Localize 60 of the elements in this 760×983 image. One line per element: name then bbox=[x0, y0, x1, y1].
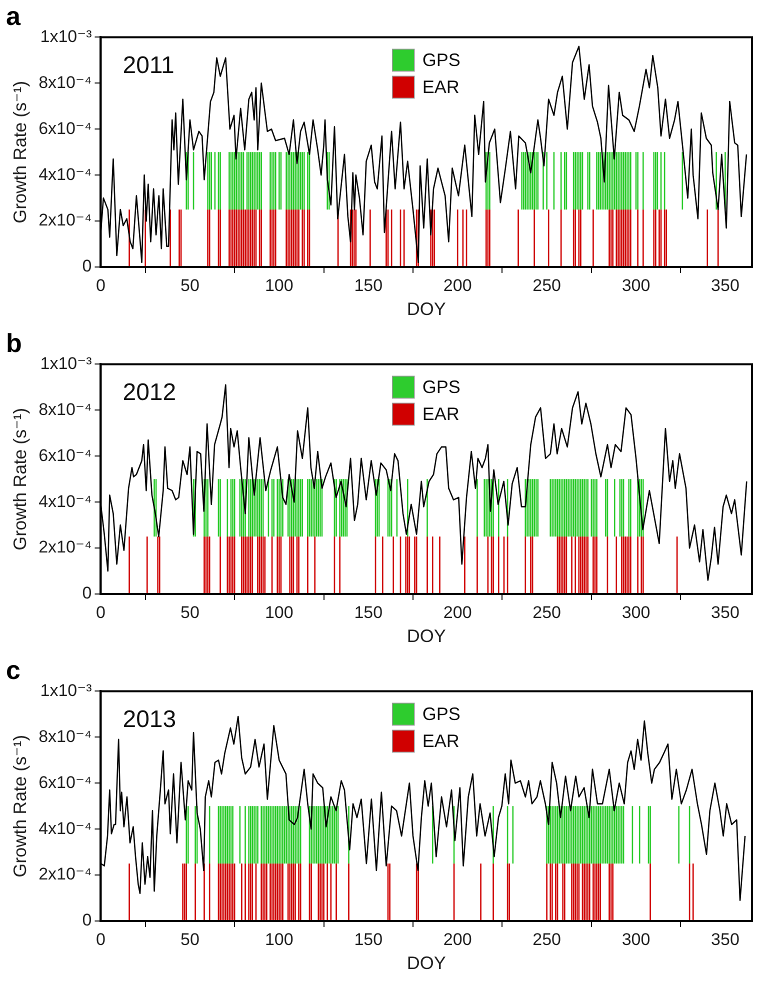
legend-label: GPS bbox=[422, 704, 460, 724]
x-tick-label: 350 bbox=[711, 930, 740, 949]
y-tick-label: 4x10⁻⁴ bbox=[38, 164, 92, 184]
x-tick-label: 300 bbox=[622, 276, 650, 295]
x-tick-label: 300 bbox=[622, 602, 650, 622]
x-tick-label: 250 bbox=[532, 276, 561, 295]
y-tick-label: 4x10⁻⁴ bbox=[38, 492, 92, 511]
x-tick-label: 350 bbox=[711, 602, 740, 622]
annotation: 2013 bbox=[122, 706, 176, 734]
x-tick-label: 250 bbox=[532, 602, 561, 622]
x-tick-label: 200 bbox=[443, 276, 472, 295]
legend-label: GPS bbox=[422, 50, 460, 70]
x-tick-label: 0 bbox=[96, 276, 106, 295]
x-tick-label: 350 bbox=[711, 276, 740, 295]
x-tick-label: 50 bbox=[180, 276, 200, 295]
y-axis-title: Growth Rate (s⁻¹) bbox=[10, 408, 30, 550]
x-tick-label: 250 bbox=[532, 930, 561, 949]
annotation: 2012 bbox=[122, 379, 176, 406]
x-tick-label: 200 bbox=[443, 602, 472, 622]
x-tick-label: 50 bbox=[180, 602, 200, 622]
x-tick-label: 200 bbox=[443, 930, 472, 949]
y-tick-label: 1x10⁻³ bbox=[40, 680, 92, 700]
y-axis-title: Growth Rate (s⁻¹) bbox=[10, 734, 30, 878]
y-tick-label: 8x10⁻⁴ bbox=[38, 400, 92, 419]
chart-title: c bbox=[6, 654, 20, 685]
x-axis-title: DOY bbox=[406, 626, 446, 646]
y-tick-label: 0 bbox=[82, 256, 92, 276]
y-tick-label: 2x10⁻⁴ bbox=[38, 538, 92, 557]
y-tick-label: 8x10⁻⁴ bbox=[38, 72, 92, 92]
legend-label: EAR bbox=[422, 404, 460, 424]
y-tick-label: 8x10⁻⁴ bbox=[38, 726, 92, 746]
x-tick-label: 100 bbox=[264, 930, 294, 949]
chart-title: b bbox=[6, 328, 22, 358]
x-tick-label: 100 bbox=[264, 602, 294, 622]
x-tick-label: 100 bbox=[264, 276, 294, 295]
annotation: 2011 bbox=[122, 52, 174, 80]
legend-label: GPS bbox=[422, 377, 460, 398]
chart-title: a bbox=[6, 0, 21, 31]
x-tick-label: 150 bbox=[354, 930, 383, 949]
y-tick-label: 2x10⁻⁴ bbox=[38, 210, 92, 230]
x-axis-title: DOY bbox=[406, 299, 446, 320]
y-tick-label: 1x10⁻³ bbox=[40, 26, 92, 46]
x-tick-label: 0 bbox=[96, 930, 106, 949]
y-tick-label: 6x10⁻⁴ bbox=[38, 446, 92, 465]
x-tick-label: 0 bbox=[96, 602, 106, 622]
y-tick-label: 6x10⁻⁴ bbox=[38, 118, 92, 138]
y-tick-label: 2x10⁻⁴ bbox=[38, 864, 92, 884]
y-tick-label: 1x10⁻³ bbox=[40, 354, 92, 373]
y-tick-label: 6x10⁻⁴ bbox=[38, 772, 92, 792]
y-tick-label: 4x10⁻⁴ bbox=[38, 818, 92, 838]
x-tick-label: 300 bbox=[622, 930, 650, 949]
legend-label: EAR bbox=[422, 77, 460, 98]
y-axis-title: Growth Rate (s⁻¹) bbox=[10, 80, 30, 224]
x-tick-label: 150 bbox=[354, 602, 383, 622]
x-tick-label: 150 bbox=[354, 276, 383, 295]
legend-label: EAR bbox=[422, 731, 460, 752]
y-tick-label: 0 bbox=[82, 910, 92, 930]
x-axis-title: DOY bbox=[406, 953, 446, 974]
x-tick-label: 50 bbox=[180, 930, 200, 949]
y-tick-label: 0 bbox=[82, 584, 92, 603]
